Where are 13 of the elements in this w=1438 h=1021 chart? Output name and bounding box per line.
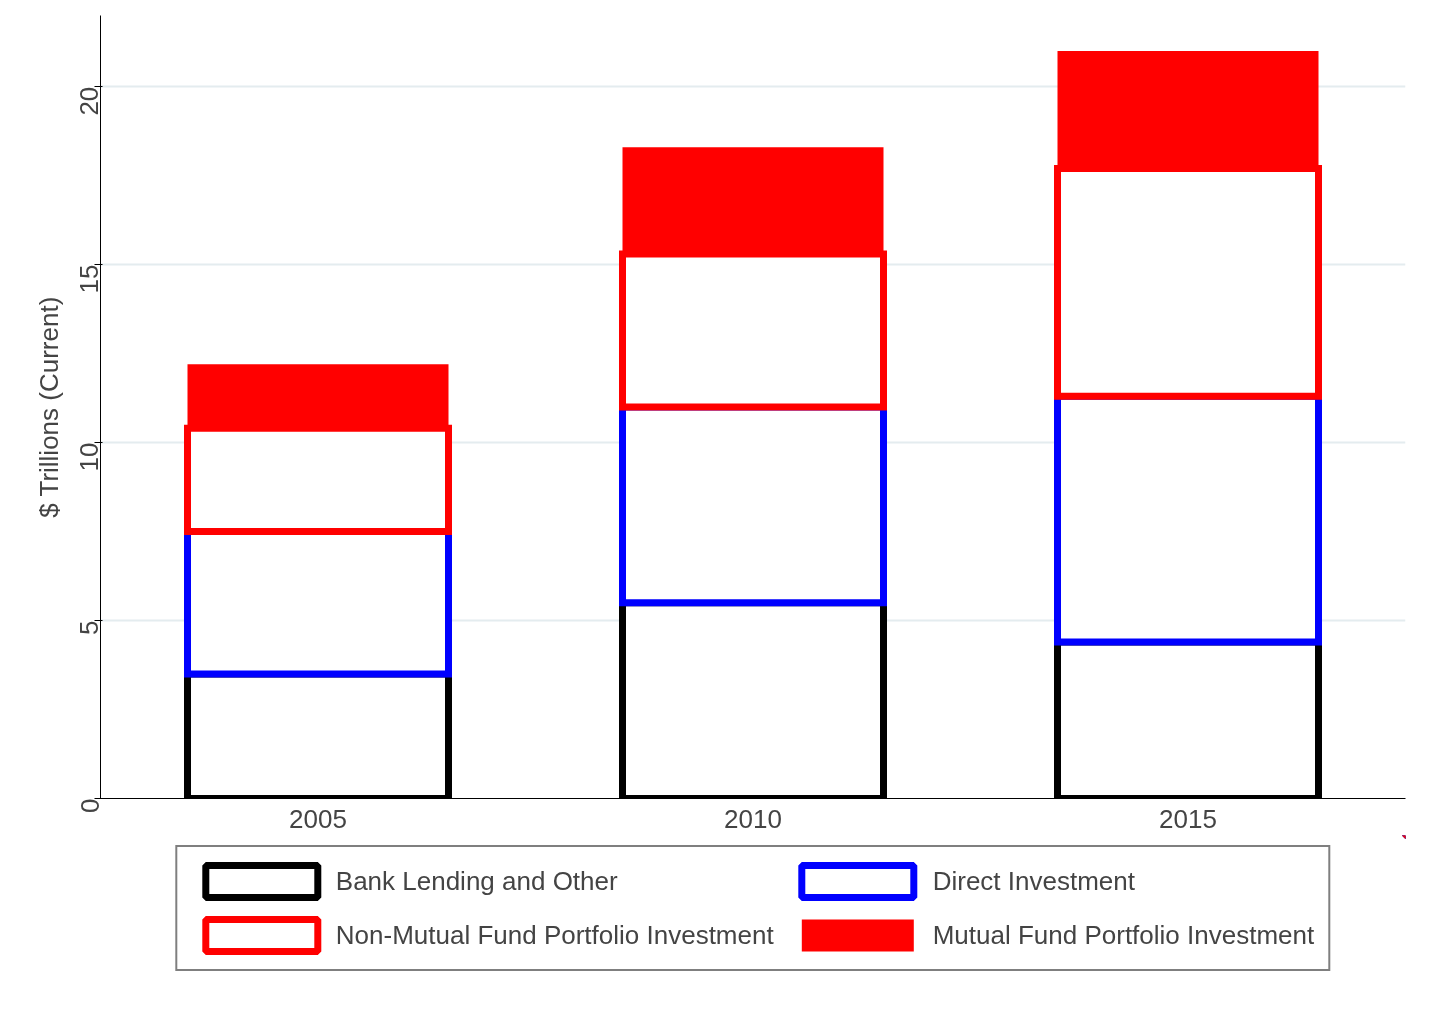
y-tick-label: 15 <box>74 264 105 294</box>
y-axis-title: $ Trillions (Current) <box>33 296 64 518</box>
y-tick-label: 20 <box>74 86 105 116</box>
y-tick-label: 10 <box>74 442 105 472</box>
legend-label: Bank Lending and Other <box>335 865 619 897</box>
legend-label: Direct Investment <box>932 865 1136 897</box>
legend-label: Mutual Fund Portfolio Investment <box>932 919 1315 951</box>
x-tick-label: 2005 <box>289 803 347 834</box>
y-tick-label: 5 <box>74 620 105 636</box>
y-tick-label: 0 <box>74 798 105 813</box>
x-tick-label: 2010 <box>724 803 782 834</box>
legend-label: Non-Mutual Fund Portfolio Investment <box>335 919 774 951</box>
x-tick-label: 2015 <box>1159 803 1217 834</box>
